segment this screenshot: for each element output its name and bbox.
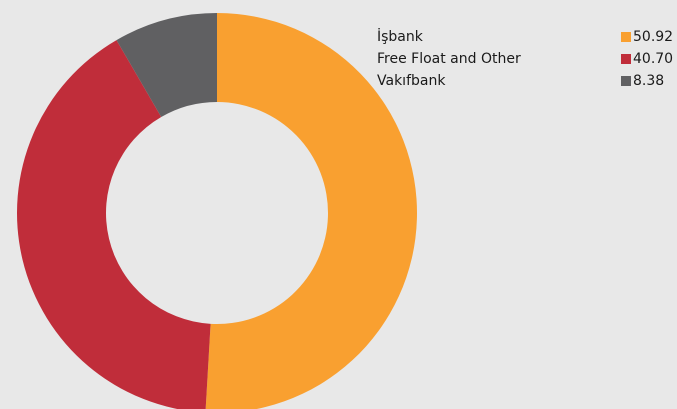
legend-label: İşbank [377, 27, 424, 45]
legend-value: 40.70 [633, 51, 673, 67]
legend-value: 50.92 [633, 29, 673, 45]
donut-slice [205, 13, 417, 409]
legend-swatch [621, 54, 631, 64]
legend-swatch [621, 32, 631, 42]
donut-slice [17, 40, 211, 409]
legend-swatch [621, 76, 631, 86]
legend-label: Vakıfbank [377, 73, 446, 89]
donut-slice [116, 13, 217, 118]
legend-label: Free Float and Other [377, 51, 521, 67]
legend-value: 8.38 [633, 73, 664, 89]
